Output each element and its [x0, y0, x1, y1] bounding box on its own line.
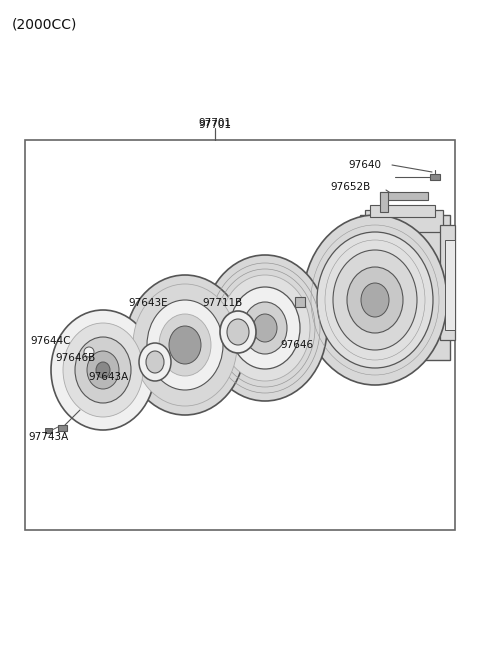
- Ellipse shape: [159, 314, 211, 376]
- Ellipse shape: [230, 287, 300, 369]
- Text: 97643A: 97643A: [88, 372, 128, 382]
- Ellipse shape: [243, 302, 287, 354]
- Ellipse shape: [125, 275, 245, 415]
- Ellipse shape: [333, 250, 417, 350]
- Bar: [25, 140, 455, 530]
- Text: 97701: 97701: [199, 118, 231, 128]
- Text: 97646B: 97646B: [55, 353, 95, 363]
- Ellipse shape: [220, 311, 256, 353]
- Bar: [275, 307, 284, 314]
- Text: (2000CC): (2000CC): [12, 18, 77, 32]
- Ellipse shape: [51, 310, 155, 430]
- Ellipse shape: [133, 284, 237, 406]
- Ellipse shape: [87, 351, 119, 389]
- Ellipse shape: [220, 275, 310, 381]
- Bar: [370, 205, 435, 217]
- Text: 97701: 97701: [199, 120, 231, 130]
- Bar: [380, 192, 428, 200]
- Bar: [380, 192, 388, 212]
- Text: 97646: 97646: [280, 340, 313, 350]
- Bar: [45, 428, 52, 433]
- Bar: [445, 240, 455, 330]
- Text: 97743A: 97743A: [28, 432, 68, 442]
- Ellipse shape: [253, 314, 277, 342]
- Bar: [440, 225, 455, 340]
- Ellipse shape: [139, 343, 171, 381]
- Ellipse shape: [227, 319, 249, 345]
- Ellipse shape: [303, 215, 447, 385]
- Ellipse shape: [347, 267, 403, 333]
- Bar: [295, 297, 305, 307]
- Bar: [365, 210, 443, 232]
- Ellipse shape: [361, 283, 389, 317]
- Ellipse shape: [146, 351, 164, 373]
- Bar: [58, 425, 67, 431]
- Ellipse shape: [203, 255, 327, 401]
- Ellipse shape: [63, 323, 143, 417]
- Ellipse shape: [147, 300, 223, 390]
- Bar: [360, 215, 450, 360]
- Text: 97643E: 97643E: [128, 298, 168, 308]
- Ellipse shape: [75, 337, 131, 403]
- Ellipse shape: [84, 347, 94, 357]
- Text: 97652B: 97652B: [330, 182, 370, 192]
- Text: 97711B: 97711B: [202, 298, 242, 308]
- Text: 97640: 97640: [348, 160, 381, 170]
- Bar: [430, 174, 440, 180]
- Ellipse shape: [169, 326, 201, 364]
- Ellipse shape: [317, 232, 433, 368]
- Ellipse shape: [96, 362, 110, 378]
- Text: 97644C: 97644C: [30, 336, 71, 346]
